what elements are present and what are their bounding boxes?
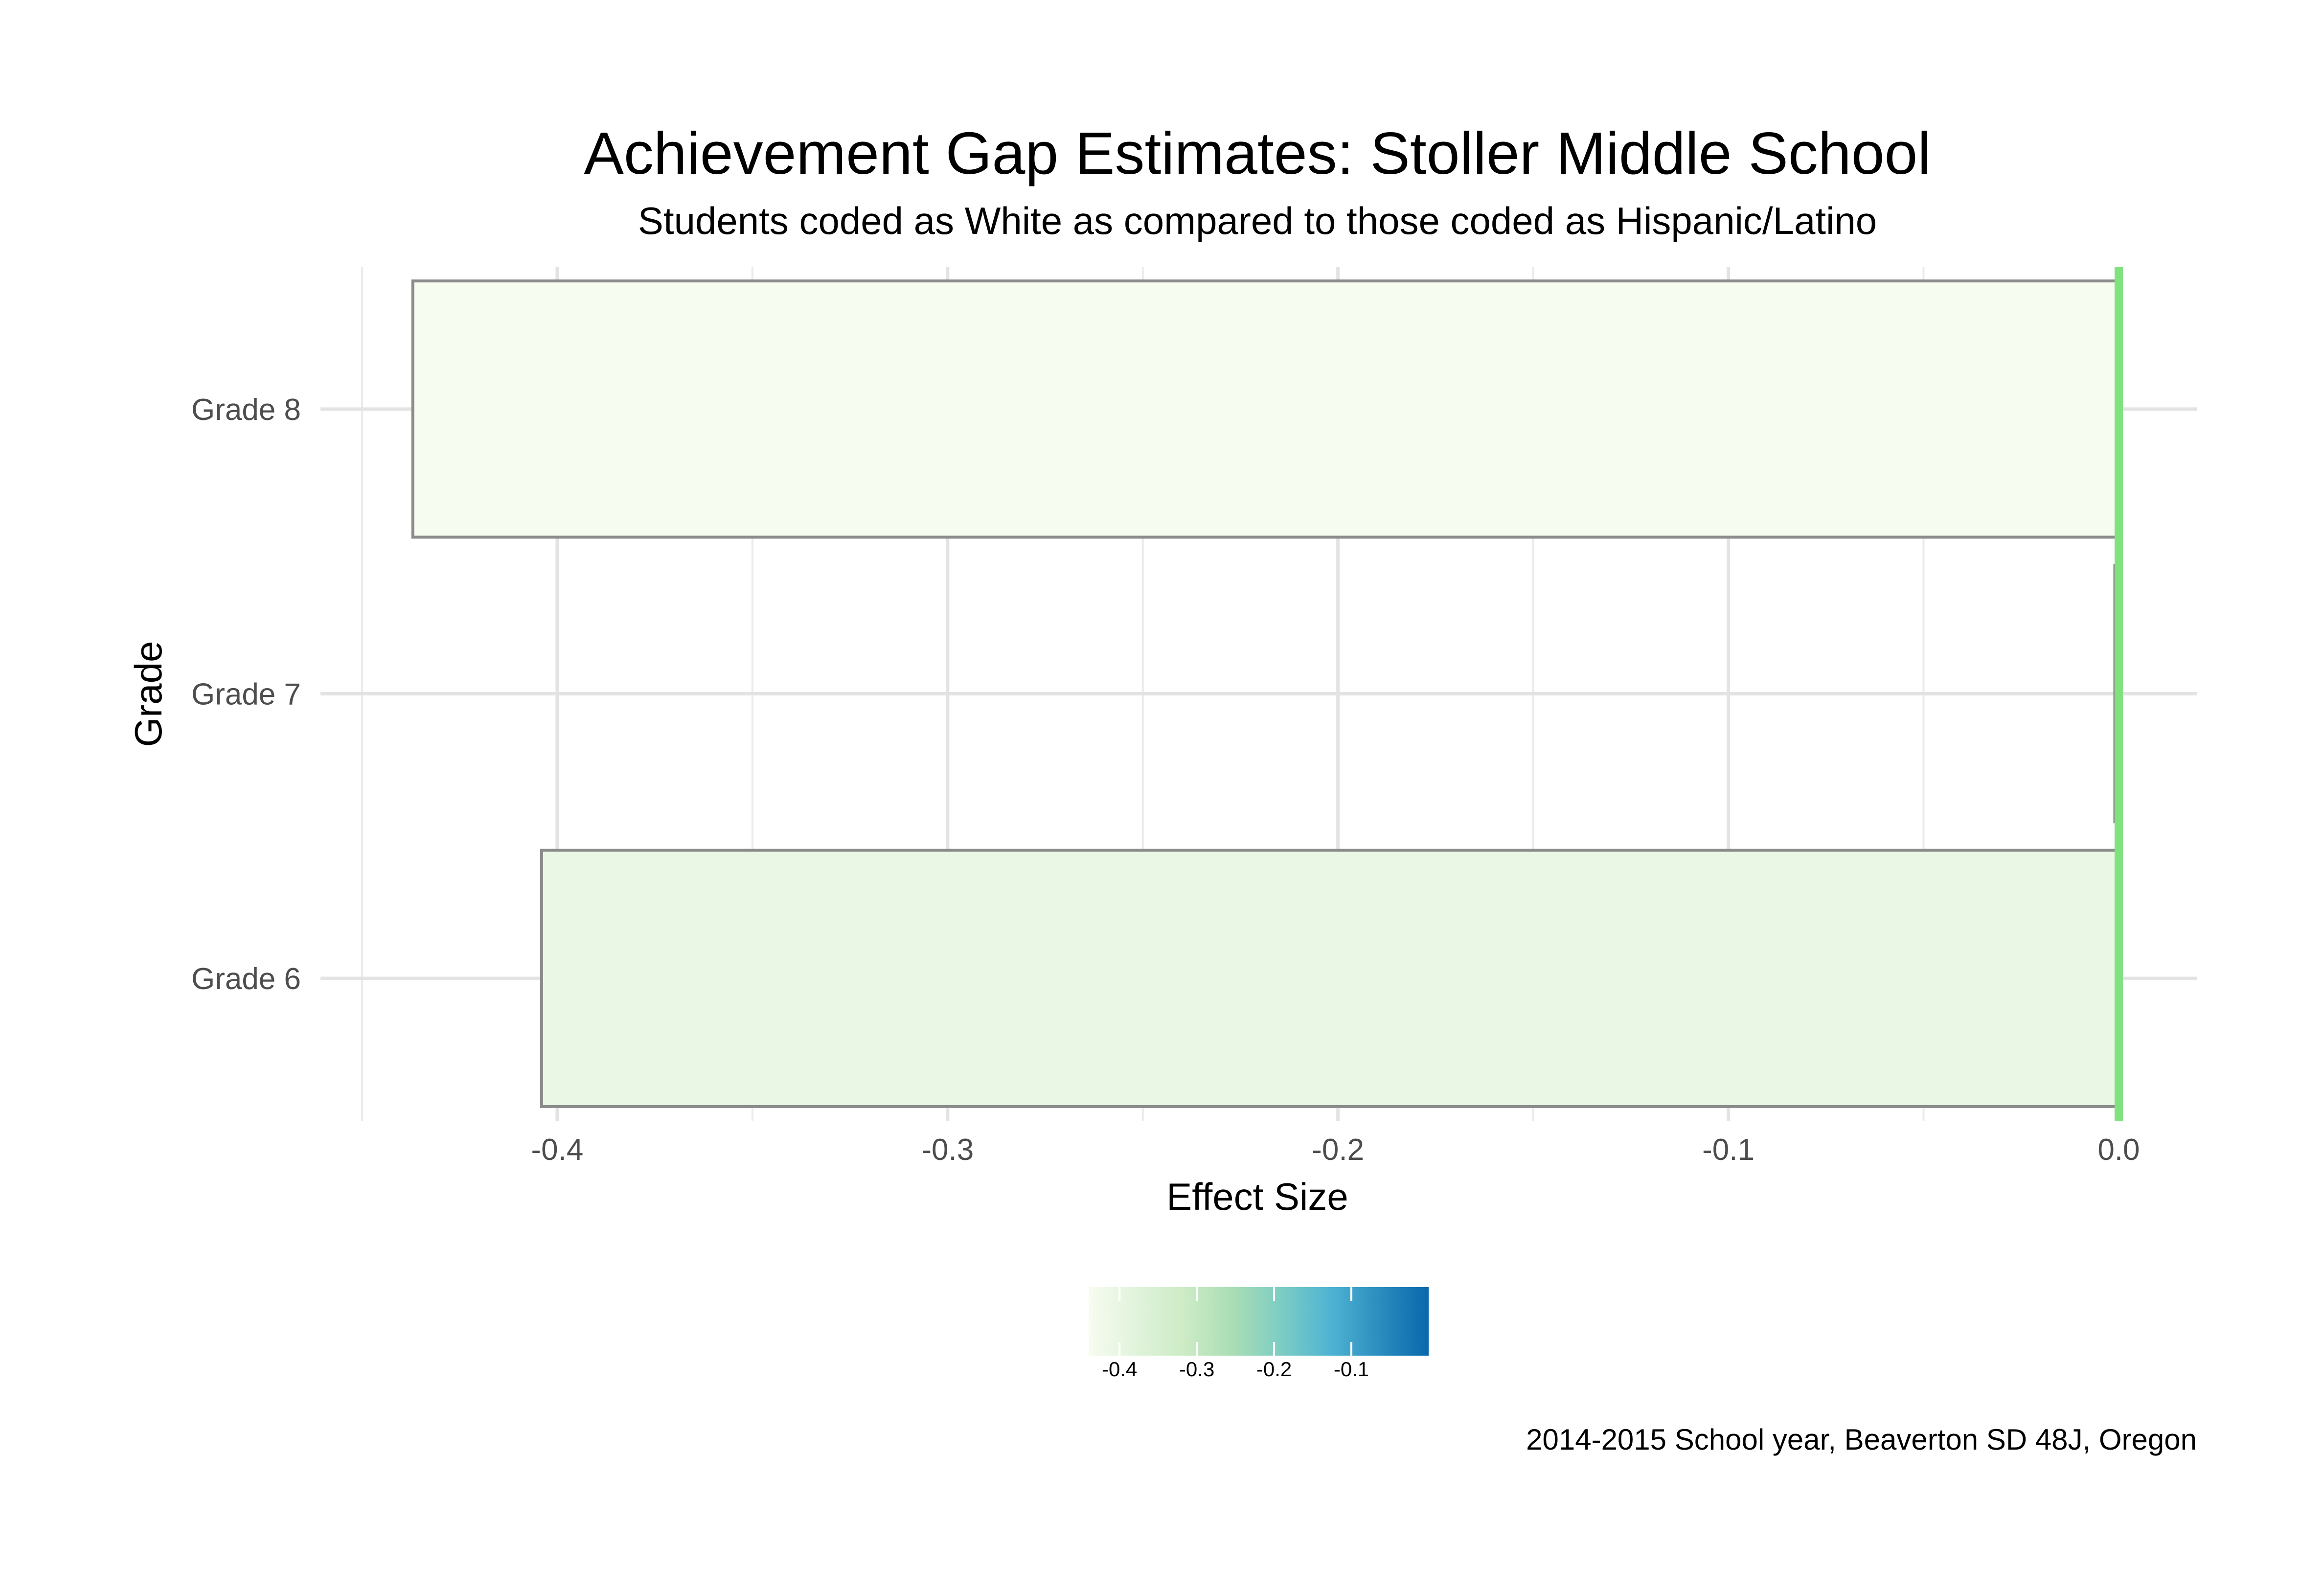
y-tick-label: Grade 6 xyxy=(191,962,301,996)
chart-subtitle: Students coded as White as compared to t… xyxy=(638,199,1877,242)
x-tick-label: 0.0 xyxy=(2097,1133,2140,1167)
legend-colorbar xyxy=(1089,1287,1429,1356)
x-tick-label: -0.1 xyxy=(1702,1133,1754,1167)
y-tick-label: Grade 7 xyxy=(191,678,301,712)
x-tick-labels: -0.4 -0.3 -0.2 -0.1 0.0 xyxy=(531,1133,2140,1167)
x-tick-label: -0.2 xyxy=(1312,1133,1364,1167)
legend: -0.4 -0.3 -0.2 -0.1 xyxy=(1089,1287,1429,1381)
bar-layer xyxy=(411,279,2120,1108)
x-tick-label: -0.3 xyxy=(921,1133,974,1167)
legend-tick-label: -0.4 xyxy=(1102,1358,1137,1381)
x-axis-label: Effect Size xyxy=(1166,1175,1348,1218)
legend-tick-label: -0.2 xyxy=(1256,1358,1292,1381)
chart-title: Achievement Gap Estimates: Stoller Middl… xyxy=(584,120,1931,186)
legend-tick-label: -0.3 xyxy=(1179,1358,1214,1381)
y-axis-label: Grade xyxy=(127,641,170,747)
bar-grade-8 xyxy=(411,279,2120,539)
y-tick-labels: Grade 6 Grade 7 Grade 8 xyxy=(191,393,301,996)
chart-caption: 2014-2015 School year, Beaverton SD 48J,… xyxy=(1526,1423,2197,1456)
x-tick-label: -0.4 xyxy=(531,1133,584,1167)
bar-grade-6 xyxy=(540,849,2120,1108)
y-tick-label: Grade 8 xyxy=(191,393,301,427)
legend-tick-label: -0.1 xyxy=(1334,1358,1369,1381)
